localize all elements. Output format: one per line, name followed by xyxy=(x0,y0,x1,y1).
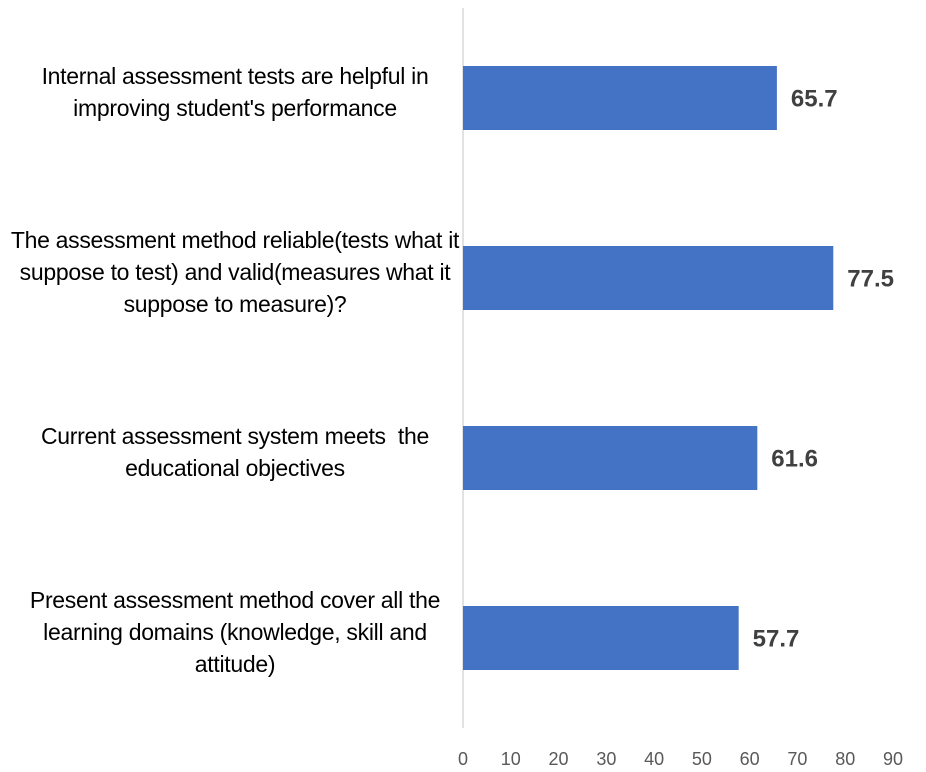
x-tick-label: 30 xyxy=(596,749,616,769)
x-tick-label: 20 xyxy=(549,749,569,769)
x-tick-label: 0 xyxy=(458,749,468,769)
x-tick-label: 10 xyxy=(501,749,521,769)
category-label: Internal assessment tests are helpful in… xyxy=(41,63,435,121)
bar xyxy=(463,606,739,670)
category-label: Current assessment system meets the educ… xyxy=(40,423,436,481)
value-label: 61.6 xyxy=(771,445,818,472)
value-label: 77.5 xyxy=(847,265,894,292)
x-tick-label: 40 xyxy=(644,749,664,769)
category-label: Present assessment method cover all the … xyxy=(29,587,447,677)
x-tick-label: 50 xyxy=(692,749,712,769)
bar xyxy=(463,426,758,490)
x-tick-label: 70 xyxy=(787,749,807,769)
x-tick-label: 60 xyxy=(740,749,760,769)
category-label: The assessment method reliable(tests wha… xyxy=(10,227,466,317)
bar xyxy=(463,66,777,130)
value-label: 65.7 xyxy=(791,85,838,112)
x-tick-label: 90 xyxy=(883,749,903,769)
bar xyxy=(463,246,834,310)
x-tick-label: 80 xyxy=(835,749,855,769)
value-label: 57.7 xyxy=(753,625,800,652)
